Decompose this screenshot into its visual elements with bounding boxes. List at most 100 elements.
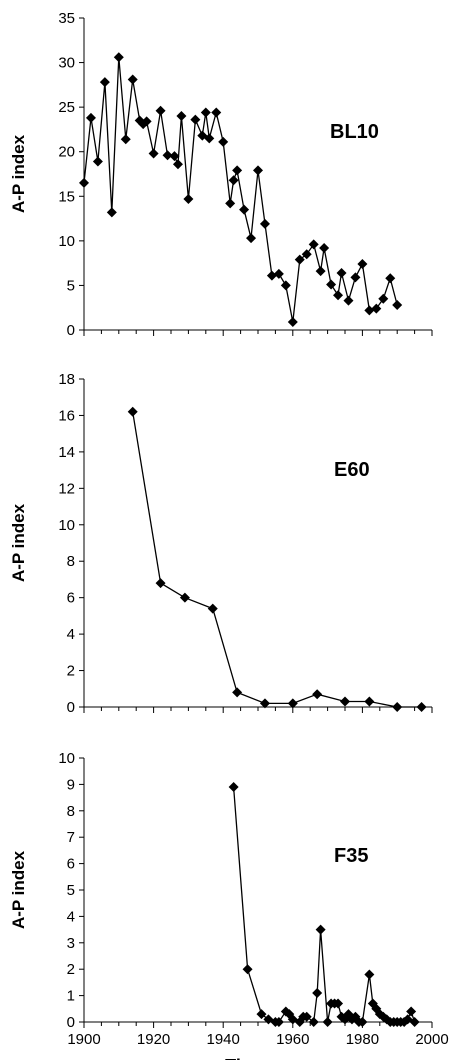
y-tick-label: 20: [58, 144, 75, 161]
y-tick-label: 4: [67, 626, 75, 643]
y-tick-label: 2: [67, 961, 75, 978]
x-tick-label: 1980: [346, 1031, 379, 1048]
data-point: [294, 254, 305, 265]
data-point: [228, 175, 239, 186]
data-point: [409, 1017, 420, 1027]
y-tick-label: 18: [58, 371, 75, 388]
x-tick-label: 1940: [207, 1031, 240, 1048]
data-point: [308, 239, 319, 250]
y-tick-label: 6: [67, 590, 75, 607]
data-point: [406, 1006, 417, 1017]
data-point: [79, 177, 89, 188]
data-point: [357, 1017, 368, 1027]
data-point: [287, 698, 298, 709]
y-tick-label: 10: [58, 233, 75, 250]
data-point: [200, 107, 211, 118]
y-axis-label: A-P index: [9, 134, 28, 213]
x-tick-label: 1920: [137, 1031, 170, 1048]
data-point: [232, 165, 243, 176]
data-point: [322, 1017, 333, 1027]
data-point: [315, 924, 326, 935]
data-point: [392, 300, 403, 311]
panel-label: E60: [334, 459, 370, 481]
y-tick-label: 10: [58, 750, 75, 767]
data-point: [364, 305, 375, 316]
data-point: [326, 279, 337, 290]
data-point: [106, 207, 117, 218]
data-point: [340, 696, 350, 707]
data-point: [333, 290, 344, 301]
y-tick-label: 14: [58, 444, 75, 461]
data-point: [183, 193, 194, 204]
data-point: [371, 303, 382, 314]
y-tick-label: 30: [58, 55, 75, 72]
y-tick-label: 16: [58, 407, 75, 424]
data-point: [207, 603, 218, 614]
y-tick-label: 2: [67, 663, 75, 680]
data-point: [273, 268, 284, 279]
data-point: [190, 114, 201, 125]
data-point: [113, 52, 124, 63]
x-axis-label: Time: [225, 1056, 267, 1060]
data-point: [364, 969, 375, 980]
data-point: [266, 270, 277, 281]
data-point: [127, 406, 138, 417]
chart-panel-bl10: 0 5 10 15 20 25 30 35 A-P index BL10: [9, 10, 433, 339]
data-point: [232, 687, 243, 698]
data-point: [364, 696, 375, 707]
y-tick-label: 25: [58, 99, 75, 116]
data-point: [176, 111, 187, 122]
y-axis-label: A-P index: [9, 503, 28, 582]
x-tick-label: 1960: [276, 1031, 309, 1048]
data-point: [85, 112, 96, 123]
data-point: [256, 1009, 267, 1020]
data-point: [333, 998, 344, 1009]
data-point: [218, 136, 229, 147]
series-line: [83, 57, 398, 323]
y-tick-label: 9: [67, 776, 75, 793]
y-tick-label: 6: [67, 856, 75, 873]
data-point: [336, 267, 347, 278]
data-point: [242, 964, 253, 975]
data-point: [315, 266, 326, 277]
data-point: [280, 280, 291, 291]
y-tick-label: 4: [67, 908, 75, 925]
data-point: [385, 273, 396, 284]
data-point: [350, 272, 361, 283]
data-point: [204, 133, 215, 144]
chart-panel-e60: 0 2 4 6 8 10 12 14 16 18 A-P index E60: [9, 371, 433, 716]
data-point: [228, 782, 239, 793]
panel-label: F35: [334, 845, 368, 867]
data-point: [357, 259, 368, 270]
data-point: [312, 689, 323, 700]
data-point: [273, 1017, 284, 1027]
data-point: [312, 987, 323, 998]
data-point: [378, 293, 389, 304]
data-point: [308, 1017, 319, 1027]
data-point: [162, 150, 173, 161]
x-tick-label: 2000: [415, 1031, 448, 1048]
data-point: [120, 134, 131, 145]
series-line: [232, 786, 416, 1024]
data-point: [301, 1011, 312, 1022]
data-point: [92, 156, 103, 167]
data-point: [319, 242, 330, 253]
y-tick-label: 0: [67, 322, 75, 339]
y-tick-label: 3: [67, 935, 75, 952]
y-tick-label: 0: [67, 699, 75, 716]
y-tick-label: 15: [58, 188, 75, 205]
data-point: [287, 316, 298, 327]
data-point: [141, 116, 152, 127]
y-tick-label: 8: [67, 803, 75, 820]
series-line: [132, 411, 422, 708]
data-point: [179, 592, 190, 603]
panel-label: BL10: [330, 121, 379, 143]
y-tick-label: 10: [58, 517, 75, 534]
data-point: [343, 295, 354, 306]
y-tick-label: 5: [67, 882, 75, 899]
y-tick-label: 1: [67, 988, 75, 1005]
data-point: [155, 105, 166, 116]
data-point: [239, 204, 250, 215]
x-tick-label: 1900: [67, 1031, 100, 1048]
data-point: [246, 233, 257, 244]
